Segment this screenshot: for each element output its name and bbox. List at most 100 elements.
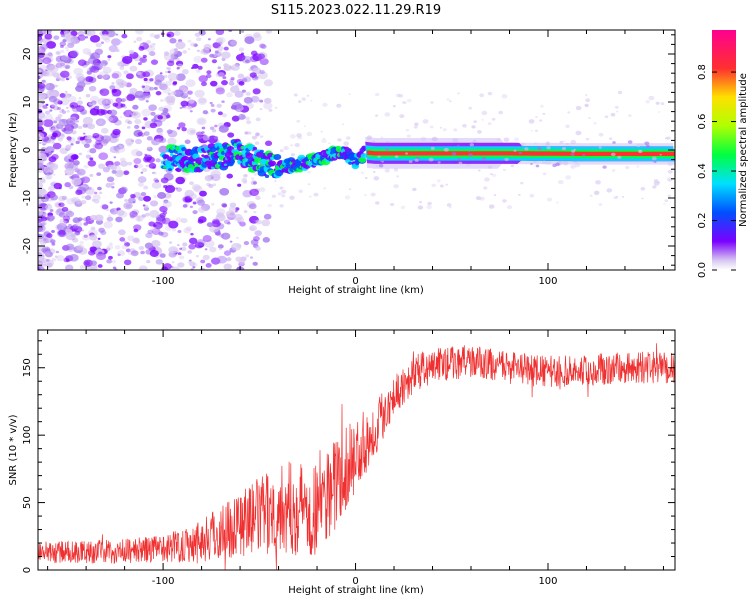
ridge-speckle — [573, 148, 576, 151]
noise-blob — [146, 40, 152, 44]
noise-blob — [254, 230, 262, 237]
noise-blob — [87, 160, 97, 167]
noise-blob — [76, 81, 86, 89]
noise-blob — [584, 103, 589, 107]
noise-blob — [38, 126, 45, 133]
ridge-speckle — [394, 155, 399, 159]
noise-blob — [123, 259, 132, 266]
noise-blob — [56, 255, 65, 262]
noise-blob — [114, 102, 124, 109]
noise-blob — [83, 222, 88, 226]
noise-blob — [216, 255, 228, 264]
noise-blob — [557, 179, 564, 185]
snr-series-line — [38, 343, 675, 570]
noise-blob — [196, 239, 206, 247]
noise-blob — [89, 173, 94, 177]
noise-blob — [209, 246, 217, 253]
noise-blob — [55, 116, 62, 122]
noise-blob — [230, 77, 235, 81]
noise-blob — [41, 94, 47, 98]
noise-blob — [63, 30, 68, 34]
noise-blob — [75, 221, 83, 227]
noise-blob — [86, 135, 93, 140]
noise-blob — [281, 189, 287, 194]
noise-blob — [65, 210, 75, 218]
noise-blob — [263, 97, 272, 104]
noise-blob — [107, 116, 114, 122]
noise-blob — [255, 246, 261, 251]
noise-blob — [92, 143, 100, 149]
noise-blob — [614, 105, 619, 109]
noise-blob — [166, 129, 173, 134]
noise-blob — [107, 58, 111, 61]
noise-blob — [250, 239, 259, 246]
noise-blob — [38, 181, 44, 190]
noise-blob — [93, 199, 100, 204]
noise-blob — [436, 179, 441, 183]
noise-blob — [184, 92, 189, 96]
noise-blob — [123, 82, 128, 86]
noise-blob — [279, 204, 284, 208]
noise-blob — [119, 66, 125, 70]
noise-blob — [129, 214, 135, 219]
noise-blob — [204, 239, 215, 248]
noise-blob — [89, 234, 98, 241]
ridge-speckle — [443, 147, 449, 152]
noise-blob — [43, 119, 54, 128]
noise-blob — [640, 187, 646, 191]
noise-blob — [119, 160, 129, 167]
noise-blob — [102, 66, 112, 74]
noise-blob — [194, 32, 201, 37]
noise-blob — [141, 126, 146, 130]
noise-blob — [116, 192, 124, 199]
noise-blob — [457, 92, 460, 95]
noise-blob — [598, 132, 604, 137]
noise-blob — [108, 214, 112, 217]
noise-blob — [43, 70, 50, 76]
noise-blob — [78, 125, 83, 129]
noise-blob — [75, 120, 79, 124]
noise-blob — [186, 195, 191, 199]
ridge-blob — [348, 161, 353, 165]
noise-blob — [364, 176, 368, 180]
noise-blob — [56, 222, 68, 231]
noise-blob — [226, 257, 232, 262]
noise-blob — [187, 250, 193, 254]
noise-blob — [89, 148, 97, 154]
noise-blob — [118, 144, 122, 148]
noise-blob — [90, 214, 98, 221]
noise-blob — [77, 34, 86, 41]
noise-blob — [159, 83, 168, 91]
noise-blob — [235, 54, 246, 62]
noise-blob — [666, 136, 671, 140]
noise-blob — [439, 126, 443, 129]
y-tick-label: -10 — [22, 190, 33, 206]
noise-blob — [197, 216, 207, 223]
noise-blob — [153, 86, 158, 90]
noise-blob — [201, 131, 205, 134]
noise-blob — [228, 81, 235, 86]
noise-blob — [144, 158, 149, 162]
noise-blob — [101, 138, 109, 145]
noise-blob — [38, 113, 41, 116]
noise-blob — [180, 246, 187, 252]
noise-blob — [182, 242, 188, 247]
noise-blob — [82, 116, 93, 125]
noise-blob — [114, 118, 119, 122]
noise-blob — [197, 118, 206, 125]
noise-blob — [55, 78, 60, 82]
noise-blob — [54, 255, 58, 258]
noise-blob — [281, 194, 286, 198]
noise-blob — [231, 101, 242, 110]
noise-blob — [133, 40, 137, 43]
noise-blob — [189, 259, 192, 262]
noise-blob — [348, 93, 351, 96]
noise-blob — [396, 93, 401, 98]
noise-blob — [610, 112, 616, 117]
noise-blob — [124, 106, 128, 109]
noise-blob — [343, 141, 350, 146]
noise-blob — [180, 217, 188, 224]
noise-blob — [46, 52, 54, 58]
noise-blob — [177, 63, 183, 68]
